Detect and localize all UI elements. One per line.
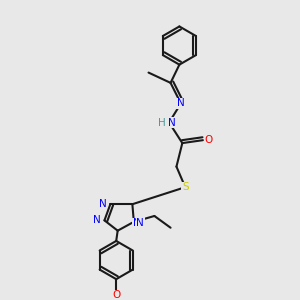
Text: N: N (133, 218, 141, 228)
Text: N: N (93, 215, 101, 225)
Text: O: O (112, 290, 120, 300)
Text: O: O (205, 135, 213, 145)
Text: O: O (112, 290, 120, 300)
Text: N: N (99, 199, 107, 209)
Text: N: N (177, 98, 185, 108)
Text: H: H (158, 118, 166, 128)
Text: N: N (99, 199, 107, 209)
Text: H: H (158, 118, 166, 128)
Text: N: N (167, 118, 174, 128)
Text: N: N (136, 218, 144, 228)
Text: N: N (93, 215, 101, 225)
Text: O: O (205, 135, 213, 145)
Text: S: S (182, 182, 189, 192)
Text: S: S (182, 182, 189, 192)
Text: N: N (177, 98, 185, 108)
Text: N: N (168, 118, 176, 128)
